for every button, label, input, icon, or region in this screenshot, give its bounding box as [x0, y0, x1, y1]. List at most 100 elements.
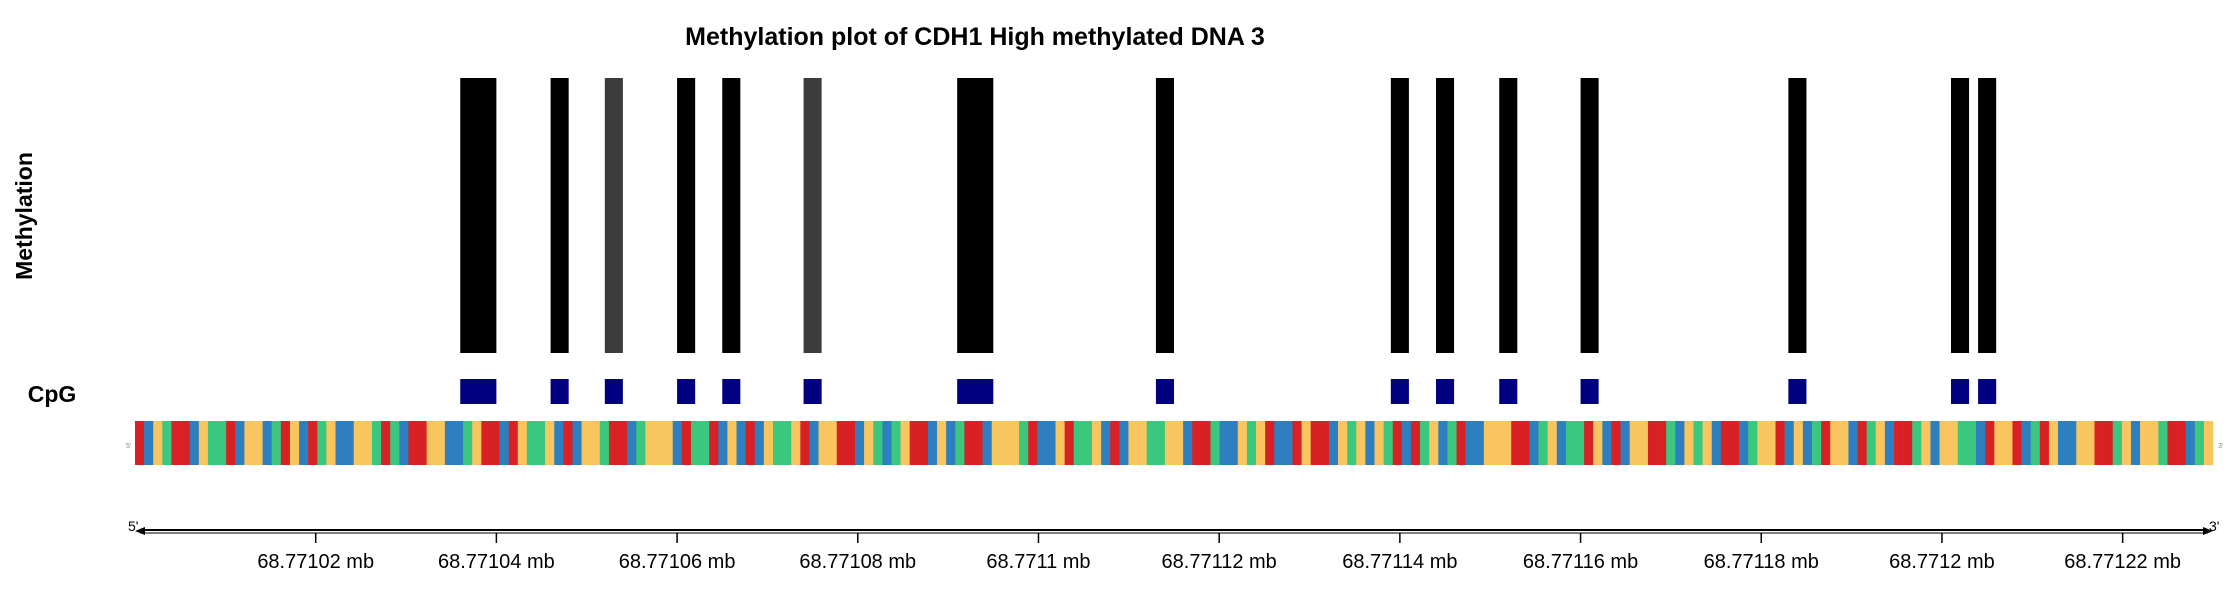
nucleotide-cell	[217, 421, 227, 465]
nucleotide-cell	[545, 421, 555, 465]
nucleotide-cell	[918, 421, 929, 465]
nucleotide-cell	[937, 421, 947, 465]
nucleotide-cell	[472, 421, 482, 465]
nucleotide-cell	[2203, 421, 2214, 465]
nucleotide-cell	[1866, 421, 1877, 465]
nucleotide-cell	[1593, 421, 1603, 465]
methylation-bar	[1788, 78, 1807, 353]
nucleotide-cell	[1830, 421, 1840, 465]
nucleotide-cell	[1575, 421, 1585, 465]
cpg-mark	[1950, 379, 1970, 404]
nucleotide-cell	[1921, 421, 1931, 465]
methylation-bar	[957, 78, 994, 353]
nucleotide-cell	[2167, 421, 2177, 465]
nucleotide-cell	[1903, 421, 1913, 465]
nucleotide-cell	[1009, 421, 1020, 465]
y-axis-label: Methylation	[11, 152, 37, 280]
nucleotide-cell	[581, 421, 592, 465]
nucleotide-cell	[927, 421, 938, 465]
nucleotide-cell	[353, 421, 364, 465]
nucleotide-cell	[2012, 421, 2022, 465]
axis-start-arrow-icon	[135, 527, 145, 535]
nucleotide-cell	[526, 421, 537, 465]
x-axis-ticks: 68.77102 mb 68.77104 mb 68.77106 mb 68.7710…	[257, 533, 2181, 573]
nucleotide-cell	[1511, 421, 1521, 465]
cpg-mark	[803, 379, 822, 404]
nucleotide-cell	[1666, 421, 1676, 465]
nucleotide-cell	[1101, 421, 1111, 465]
nucleotide-cell	[763, 421, 774, 465]
nucleotide-cell	[1638, 421, 1649, 465]
nucleotide-cell	[672, 421, 683, 465]
nucleotide-cell	[1775, 421, 1785, 465]
nucleotide-cell	[198, 421, 209, 465]
methylation-bar	[1436, 78, 1455, 353]
nucleotide-cell	[1438, 421, 1448, 465]
nucleotide-cell	[991, 421, 1002, 465]
nucleotide-cell	[2121, 421, 2132, 465]
nucleotide-cell	[645, 421, 655, 465]
nucleotide-cell	[1110, 421, 1120, 465]
nucleotide-cell	[2085, 421, 2095, 465]
nucleotide-cell	[1019, 421, 1029, 465]
nucleotide-cell	[1611, 421, 1621, 465]
x-tick-label: 68.77118 mb	[1704, 551, 1819, 573]
nucleotide-cell	[1966, 421, 1977, 465]
nucleotide-cell	[335, 421, 345, 465]
nucleotide-cell	[1647, 421, 1658, 465]
nucleotide-cell	[1802, 421, 1813, 465]
nucleotide-cell	[2149, 421, 2159, 465]
nucleotide-cell	[1976, 421, 1986, 465]
nucleotide-cell	[1347, 421, 1357, 465]
nucleotide-cell	[1091, 421, 1102, 465]
sequence-track-end-label: 3'	[2218, 443, 2223, 450]
nucleotide-cell	[1811, 421, 1822, 465]
nucleotide-cell	[809, 421, 819, 465]
methylation-bar	[604, 78, 623, 353]
cpg-mark	[550, 379, 569, 404]
nucleotide-cell	[1520, 421, 1530, 465]
nucleotide-cell	[1474, 421, 1485, 465]
nucleotide-cell	[399, 421, 409, 465]
nucleotide-cell	[1602, 421, 1612, 465]
nucleotide-cell	[435, 421, 446, 465]
nucleotide-cell	[2039, 421, 2050, 465]
nucleotide-cell	[289, 421, 300, 465]
nucleotide-cell	[1502, 421, 1512, 465]
methylation-bar	[460, 78, 497, 353]
cpg-mark	[722, 379, 741, 404]
nucleotide-cell	[982, 421, 993, 465]
nucleotide-cell	[135, 421, 145, 465]
nucleotide-cell	[1447, 421, 1457, 465]
methylation-bar	[1580, 78, 1599, 353]
nucleotide-cell	[745, 421, 756, 465]
nucleotide-cell	[1875, 421, 1886, 465]
nucleotide-cell	[1930, 421, 1940, 465]
nucleotide-cell	[1948, 421, 1959, 465]
nucleotide-cell	[1483, 421, 1494, 465]
methylation-bar	[722, 78, 741, 353]
nucleotide-cell	[690, 421, 701, 465]
nucleotide-cell	[1657, 421, 1667, 465]
nucleotide-cell	[2076, 421, 2086, 465]
nucleotide-cell	[1073, 421, 1084, 465]
nucleotide-cell	[189, 421, 200, 465]
cpg-mark	[1390, 379, 1409, 404]
cpg-mark	[1499, 379, 1518, 404]
nucleotide-cell	[1538, 421, 1548, 465]
cpg-track-label: CpG	[28, 381, 77, 407]
nucleotide-cell	[1356, 421, 1366, 465]
cpg-mark	[1978, 379, 1997, 404]
nucleotide-cell	[1246, 421, 1257, 465]
nucleotide-cell	[207, 421, 218, 465]
nucleotide-cell	[818, 421, 828, 465]
cpg-mark	[1580, 379, 1599, 404]
nucleotide-cell	[1456, 421, 1466, 465]
nucleotide-cell	[909, 421, 920, 465]
nucleotide-cell	[381, 421, 391, 465]
methylation-bar	[1978, 78, 1997, 353]
nucleotide-cell	[1729, 421, 1740, 465]
nucleotide-cell	[772, 421, 783, 465]
nucleotide-cell	[390, 421, 400, 465]
nucleotide-cell	[1128, 421, 1138, 465]
